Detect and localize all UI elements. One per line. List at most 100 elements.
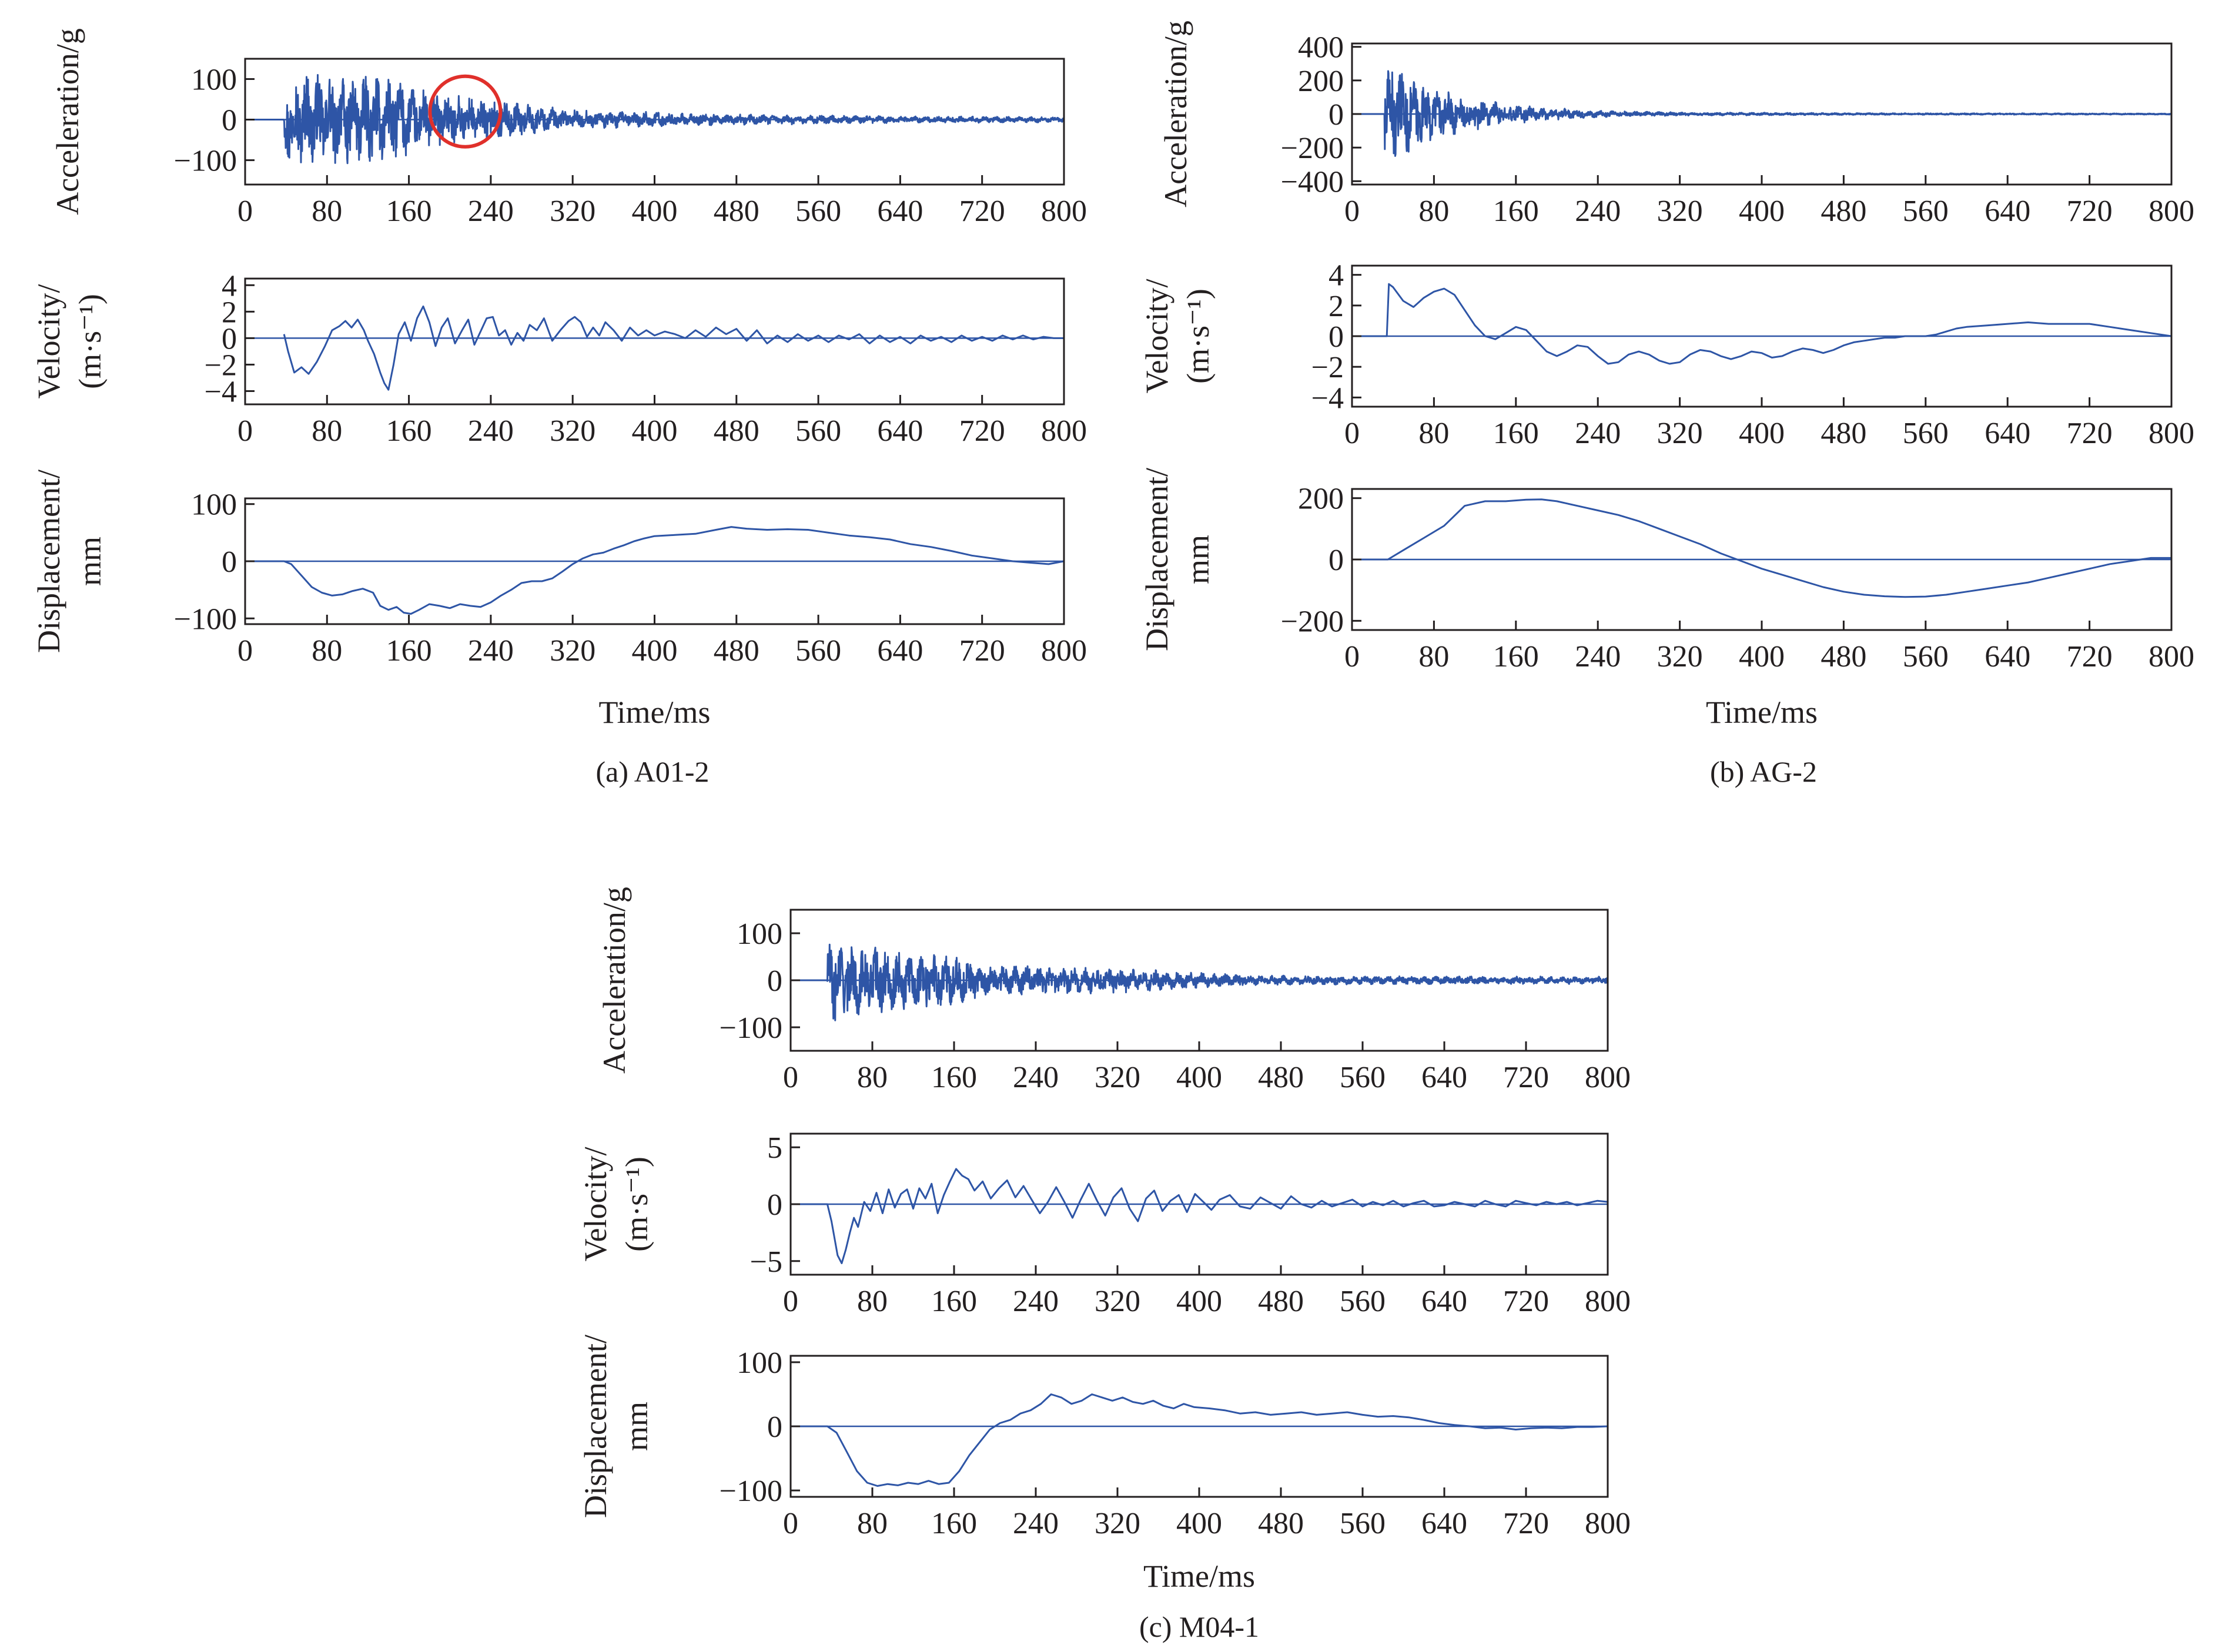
y-tick-label: 2 <box>1328 290 1344 323</box>
x-tick-label: 720 <box>959 195 1005 228</box>
x-tick-label: 80 <box>312 634 342 668</box>
y-axis-label: Acceleration/g <box>597 887 632 1074</box>
x-tick-label: 0 <box>237 195 253 228</box>
x-tick-label: 560 <box>1903 640 1949 673</box>
x-tick-label: 720 <box>959 414 1005 448</box>
y-tick-label: −4 <box>205 375 237 408</box>
y-tick-label: 2 <box>222 296 237 329</box>
x-tick-label: 400 <box>632 195 678 228</box>
x-tick-label: 640 <box>1985 195 2030 228</box>
series-line-acceleration <box>1351 70 2172 157</box>
y-axis-label-line: Velocity/ <box>578 1147 613 1262</box>
x-tick-label: 0 <box>1344 417 1360 450</box>
y-axis-label-line: Acceleration/g <box>50 28 85 215</box>
x-axis-label: Time/ms <box>1706 695 1818 730</box>
x-tick-label: 400 <box>1739 640 1785 673</box>
x-tick-label: 480 <box>1821 417 1866 450</box>
y-tick-label: 0 <box>767 1410 782 1444</box>
x-tick-label: 480 <box>1821 640 1866 673</box>
y-tick-label: 0 <box>767 964 782 998</box>
x-tick-label: 720 <box>1503 1061 1549 1094</box>
x-tick-label: 320 <box>1095 1061 1140 1094</box>
x-tick-label: 80 <box>857 1507 888 1540</box>
y-axis-label: Velocity/(m·s⁻¹) <box>1139 279 1216 394</box>
x-tick-label: 800 <box>1041 414 1087 448</box>
series-line-acceleration <box>245 74 1065 165</box>
y-axis-label: Displacement/mm <box>31 470 108 653</box>
x-tick-label: 400 <box>632 414 678 448</box>
x-tick-label: 640 <box>1985 640 2030 673</box>
x-tick-label: 480 <box>1821 195 1866 228</box>
y-tick-label: 0 <box>222 545 237 579</box>
x-tick-label: 560 <box>795 195 841 228</box>
highlight-circle <box>428 74 503 149</box>
x-tick-label: 80 <box>312 414 342 448</box>
x-tick-label: 480 <box>714 414 759 448</box>
y-axis-label-line: (m·s⁻¹) <box>619 1157 654 1252</box>
y-tick-label: 4 <box>222 269 237 303</box>
y-axis-label-line: Velocity/ <box>31 284 66 399</box>
y-tick-label: 5 <box>767 1131 782 1165</box>
series-line-displacement <box>245 526 1065 615</box>
x-axis-label: Time/ms <box>1143 1559 1255 1594</box>
y-tick-label: −100 <box>720 1011 782 1045</box>
x-tick-label: 240 <box>1575 417 1621 450</box>
x-tick-label: 640 <box>877 414 923 448</box>
x-tick-label: 720 <box>959 634 1005 668</box>
panel-c-acceleration: 0 80 160 240 320 400 480 560 640 720 8001000−100Ac… <box>597 887 1631 1094</box>
x-tick-label: 0 <box>1344 640 1360 673</box>
x-tick-label: 0 <box>783 1507 798 1540</box>
panel-a-velocity: 0 80 160 240 320 400 480 560 640 720 800420−2−4Vel… <box>31 269 1087 448</box>
x-tick-label: 160 <box>1493 417 1539 450</box>
y-tick-label: −100 <box>174 145 237 178</box>
x-tick-label: 560 <box>1340 1285 1386 1318</box>
x-tick-label: 560 <box>1340 1507 1386 1540</box>
y-tick-label: 4 <box>1328 259 1344 293</box>
y-tick-label: 0 <box>1328 544 1344 577</box>
x-tick-label: 640 <box>1421 1061 1467 1094</box>
x-tick-label: 320 <box>550 634 595 668</box>
panel-a-acceleration: 0 80 160 240 320 400 480 560 640 720 8001000−100Ac… <box>50 28 1087 228</box>
x-tick-label: 400 <box>1739 195 1785 228</box>
x-tick-label: 320 <box>1095 1507 1140 1540</box>
x-tick-label: 720 <box>2067 417 2113 450</box>
x-tick-label: 640 <box>1985 417 2030 450</box>
series-line-velocity <box>283 305 1064 391</box>
y-tick-label: 0 <box>222 104 237 138</box>
y-tick-label: 200 <box>1298 65 1344 98</box>
y-tick-label: −2 <box>205 349 237 382</box>
x-tick-label: 560 <box>795 414 841 448</box>
x-tick-label: 240 <box>468 634 514 668</box>
x-tick-label: 640 <box>877 634 923 668</box>
x-tick-label: 800 <box>1585 1285 1631 1318</box>
y-tick-label: 0 <box>222 322 237 356</box>
x-tick-label: 0 <box>237 634 253 668</box>
x-tick-label: 320 <box>550 414 595 448</box>
x-tick-label: 800 <box>2149 640 2194 673</box>
x-tick-label: 160 <box>931 1507 977 1540</box>
y-tick-label: 100 <box>191 63 237 97</box>
x-tick-label: 560 <box>1903 195 1949 228</box>
y-axis-label-line: (m·s⁻¹) <box>1180 289 1216 384</box>
x-tick-label: 320 <box>550 195 595 228</box>
y-axis-label-line: Acceleration/g <box>1158 21 1193 207</box>
y-axis-label-line: Velocity/ <box>1139 279 1174 394</box>
x-tick-label: 640 <box>1421 1507 1467 1540</box>
x-tick-label: 560 <box>795 634 841 668</box>
x-tick-label: 400 <box>1176 1285 1222 1318</box>
y-tick-label: 0 <box>767 1188 782 1222</box>
chart-caption: (a) A01-2 <box>596 755 710 788</box>
y-tick-label: 200 <box>1298 482 1344 516</box>
x-tick-label: 400 <box>632 634 678 668</box>
y-tick-label: −400 <box>1281 165 1344 199</box>
x-axis-label: Time/ms <box>598 695 710 730</box>
y-tick-label: 0 <box>1328 320 1344 354</box>
x-tick-label: 240 <box>468 195 514 228</box>
x-tick-label: 720 <box>1503 1507 1549 1540</box>
x-tick-label: 160 <box>931 1061 977 1094</box>
x-tick-label: 480 <box>714 195 759 228</box>
x-tick-label: 80 <box>1418 195 1449 228</box>
chart-group-c: 0 80 160 240 320 400 480 560 640 720 8001000−100Ac… <box>578 887 1631 1643</box>
x-tick-label: 0 <box>783 1285 798 1318</box>
